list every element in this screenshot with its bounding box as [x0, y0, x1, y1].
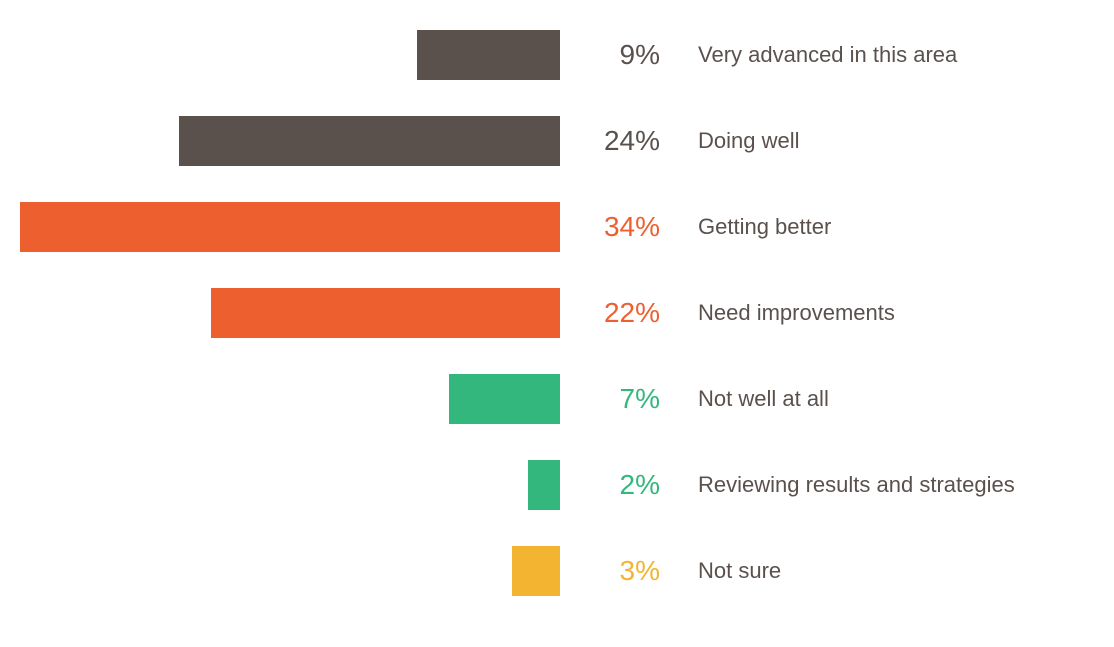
category-label: Reviewing results and strategies [670, 472, 1094, 498]
bar-area [20, 374, 560, 424]
chart-row: 9%Very advanced in this area [20, 30, 1094, 80]
bar-area [20, 202, 560, 252]
chart-row: 24%Doing well [20, 116, 1094, 166]
bar-area [20, 546, 560, 596]
category-label: Getting better [670, 214, 1094, 240]
percentage-label: 34% [560, 211, 670, 243]
bar [20, 202, 560, 252]
percentage-label: 24% [560, 125, 670, 157]
bar [211, 288, 560, 338]
bar-area [20, 30, 560, 80]
horizontal-bar-chart: 9%Very advanced in this area 24%Doing wel… [20, 30, 1094, 596]
bar-area [20, 460, 560, 510]
percentage-label: 3% [560, 555, 670, 587]
percentage-label: 7% [560, 383, 670, 415]
bar [512, 546, 560, 596]
chart-row: 7%Not well at all [20, 374, 1094, 424]
percentage-label: 9% [560, 39, 670, 71]
bar [179, 116, 560, 166]
bar [449, 374, 560, 424]
category-label: Doing well [670, 128, 1094, 154]
category-label: Not well at all [670, 386, 1094, 412]
chart-row: 34%Getting better [20, 202, 1094, 252]
percentage-label: 2% [560, 469, 670, 501]
bar-area [20, 116, 560, 166]
category-label: Need improvements [670, 300, 1094, 326]
category-label: Very advanced in this area [670, 42, 1094, 68]
chart-row: 22%Need improvements [20, 288, 1094, 338]
bar-area [20, 288, 560, 338]
chart-row: 2%Reviewing results and strategies [20, 460, 1094, 510]
bar [528, 460, 560, 510]
category-label: Not sure [670, 558, 1094, 584]
bar [417, 30, 560, 80]
percentage-label: 22% [560, 297, 670, 329]
chart-row: 3%Not sure [20, 546, 1094, 596]
